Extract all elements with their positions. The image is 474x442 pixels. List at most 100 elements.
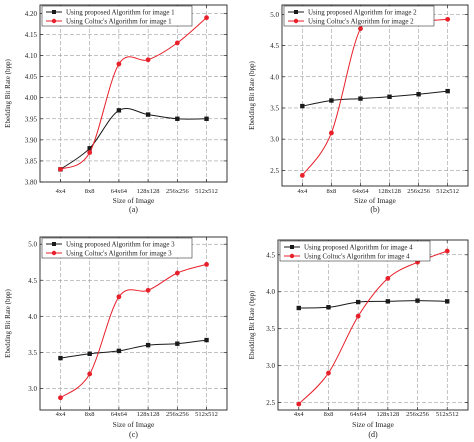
x-tick-label: 256x256 — [407, 188, 431, 195]
y-tick-label: 3.5 — [270, 104, 279, 112]
chart-panel-4: 2.5 3.0 3.5 4.0 4.5 4x4 8x8 64x64 128x128 256x256… — [248, 239, 469, 439]
x-axis-label: Size of Image — [113, 420, 155, 429]
x-tick-label: 8x8 — [85, 188, 95, 195]
y-axis-label: Ebedding Bit Rate (bpp) — [4, 59, 12, 128]
y-tick-label: 3.0 — [28, 385, 37, 393]
grid — [40, 5, 227, 183]
data-point-circle — [116, 61, 122, 67]
y-tick-label: 4.0 — [28, 313, 37, 321]
y-tick-label: 4.5 — [270, 42, 279, 50]
x-tick-label: 128x128 — [137, 188, 160, 195]
x-tick-label: 64x64 — [352, 188, 369, 195]
data-point-square — [300, 103, 305, 109]
x-tick-label: 4x4 — [297, 188, 308, 195]
data-point-square — [175, 341, 180, 346]
data-point-circle — [326, 370, 331, 376]
data-point-square — [204, 337, 209, 343]
y-tick-label: 3.85 — [25, 157, 38, 165]
y-tick-label: 2.5 — [266, 399, 275, 407]
legend-box — [283, 5, 435, 27]
series-proposed — [58, 337, 209, 361]
data-point-circle — [385, 276, 391, 281]
data-point-square — [355, 299, 361, 305]
data-point-circle — [204, 261, 209, 267]
y-tick-label: 5.0 — [270, 11, 279, 19]
data-point-circle — [145, 57, 151, 63]
data-point-circle — [299, 172, 305, 178]
legend-label: Using proposed Algorithm for image 4 — [304, 244, 413, 252]
series-line — [60, 107, 207, 170]
legend-label: Using Coltuc's Algorithm for image 2 — [308, 18, 414, 26]
x-axis-label: Size of Image — [352, 420, 394, 429]
data-point-square — [58, 355, 63, 361]
x-tick-label: 64x64 — [111, 188, 128, 195]
legend: Using proposed Algorithm for image 3Usin… — [41, 237, 193, 259]
legend-label: Using proposed Algorithm for image 2 — [308, 9, 417, 17]
legend-label: Using proposed Algorithm for image 3 — [66, 241, 175, 249]
data-point-circle — [87, 371, 93, 377]
legend-marker — [51, 18, 57, 24]
plot-frame — [281, 4, 469, 187]
series-line — [301, 18, 448, 176]
y-tick-label: 4.15 — [25, 31, 38, 39]
chart-panel-3: 3.0 3.5 4.0 4.5 5.0 4x4 8x8 64x64 128x128 256x256… — [4, 236, 228, 439]
x-tick-label: 8x8 — [327, 188, 337, 195]
y-tick-label: 3.80 — [25, 179, 38, 187]
data-point-circle — [444, 248, 450, 254]
legend-label: Using proposed Algorithm for image 1 — [66, 9, 175, 17]
y-tick-label: 3.0 — [266, 362, 275, 370]
data-point-circle — [174, 40, 180, 46]
y-tick-label: 3.5 — [28, 349, 37, 357]
data-point-circle — [116, 294, 122, 300]
y-tick-label: 2.5 — [270, 167, 279, 175]
data-point-square — [87, 146, 92, 151]
data-point-circle — [58, 395, 63, 401]
data-point-square — [385, 299, 391, 304]
y-tick-label: 4.05 — [25, 73, 38, 81]
legend-marker — [290, 245, 294, 249]
y-tick-label: 3.90 — [25, 136, 38, 144]
data-point-circle — [445, 16, 451, 22]
y-tick-label: 4.00 — [25, 94, 38, 102]
data-point-square — [329, 98, 334, 103]
legend: Using proposed Algorithm for image 4Usin… — [279, 240, 431, 262]
y-tick-label: 4.5 — [28, 277, 37, 285]
legend-label: Using Coltuc's Algorithm for image 4 — [304, 253, 410, 261]
data-point-square — [116, 108, 122, 113]
y-tick-label: 4.20 — [25, 10, 38, 18]
x-tick-label: 256x256 — [166, 411, 190, 418]
x-tick-label: 256x256 — [166, 188, 190, 195]
series-line — [298, 250, 448, 405]
legend-label: Using Coltuc's Algorithm for image 1 — [66, 18, 172, 26]
legend-marker — [293, 18, 299, 24]
x-tick-label: 4x4 — [56, 411, 67, 418]
legend: Using proposed Algorithm for image 1Usin… — [41, 5, 193, 27]
data-point-square — [145, 112, 151, 117]
chart-panel-1: 3.80 3.85 3.90 3.95 4.00 4.05 4.10 4.15 4.20 4x4 8… — [4, 4, 228, 214]
legend: Using proposed Algorithm for image 2Usin… — [283, 5, 435, 27]
x-tick-label: 128x128 — [376, 411, 399, 418]
plot-frame — [39, 236, 228, 411]
y-tick-label: 3.0 — [270, 136, 279, 144]
legend-box — [279, 240, 431, 262]
grid — [278, 240, 468, 410]
series-coltuc — [58, 261, 209, 401]
x-tick-label: 8x8 — [324, 411, 334, 418]
legend-box — [41, 5, 193, 27]
legend-label: Using Coltuc's Algorithm for image 3 — [66, 250, 172, 258]
data-point-square — [87, 351, 92, 356]
panel-label: (d) — [368, 430, 378, 439]
x-tick-label: 128x128 — [378, 188, 401, 195]
data-point-square — [326, 305, 331, 310]
x-tick-label: 4x4 — [56, 188, 67, 195]
data-point-square — [204, 116, 209, 121]
series-proposed — [296, 298, 450, 311]
legend-marker — [294, 10, 298, 14]
data-point-circle — [329, 130, 334, 136]
series-coltuc — [296, 248, 450, 407]
legend-marker — [52, 10, 56, 14]
x-tick-label: 256x256 — [406, 411, 430, 418]
y-tick-label: 4.0 — [266, 288, 275, 296]
data-point-circle — [145, 287, 151, 293]
